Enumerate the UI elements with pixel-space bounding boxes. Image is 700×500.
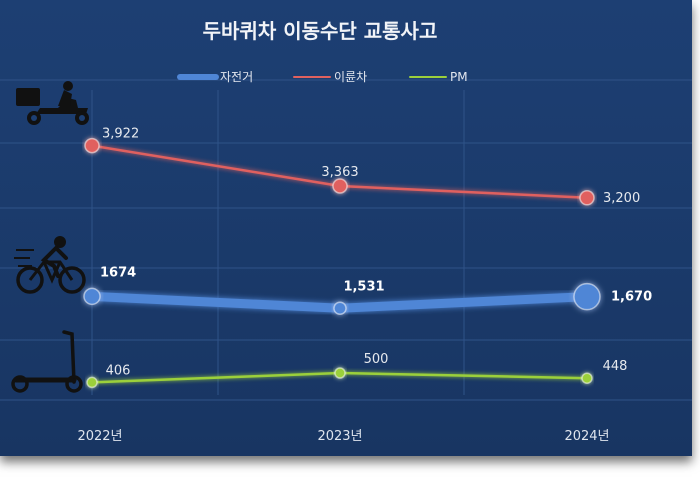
data-point bbox=[573, 282, 601, 311]
legend-label: PM bbox=[450, 70, 468, 84]
series-이륜차: 3,922 3,363 3,200 bbox=[84, 127, 640, 206]
legend-label: 자전거 bbox=[220, 70, 253, 84]
data-point bbox=[84, 137, 100, 154]
electric-scooter-icon bbox=[11, 330, 83, 393]
data-point bbox=[332, 178, 348, 194]
x-tick-label: 2024년 bbox=[564, 429, 609, 444]
legend: 자전거 이륜차 PM bbox=[177, 70, 468, 84]
legend-label: 이륜차 bbox=[334, 70, 367, 84]
data-label: 3,922 bbox=[102, 127, 139, 142]
data-point bbox=[83, 287, 101, 306]
data-point bbox=[86, 376, 98, 389]
data-label: 406 bbox=[106, 363, 131, 378]
x-axis-ticks: 2022년 2023년 2024년 bbox=[77, 429, 609, 444]
series-자전거: 1674 1,531 1,670 bbox=[83, 265, 652, 315]
data-label: 500 bbox=[364, 352, 389, 367]
data-label: 448 bbox=[603, 359, 628, 374]
series-layer: 1674 1,531 1,670 3,922 3,363 3,200 406 500 448 bbox=[83, 127, 652, 389]
data-label: 3,363 bbox=[321, 165, 358, 180]
cyclist-icon bbox=[14, 236, 86, 294]
x-tick-label: 2022년 bbox=[77, 429, 122, 444]
x-tick-label: 2023년 bbox=[317, 429, 362, 444]
data-point bbox=[333, 301, 347, 315]
data-label: 1674 bbox=[100, 265, 136, 280]
legend-item: 이륜차 bbox=[293, 70, 367, 84]
data-point bbox=[334, 367, 346, 379]
legend-item: PM bbox=[409, 70, 468, 84]
chart-title: 두바퀴차 이동수단 교통사고 bbox=[203, 19, 438, 43]
data-label: 1,531 bbox=[343, 279, 384, 294]
data-label: 3,200 bbox=[603, 191, 640, 206]
series-PM: 406 500 448 bbox=[86, 352, 628, 389]
chart-panel bbox=[0, 0, 692, 456]
data-point bbox=[579, 190, 595, 206]
delivery-motorcycle-icon bbox=[16, 81, 89, 125]
data-point bbox=[581, 372, 593, 384]
data-label: 1,670 bbox=[611, 290, 652, 305]
grid-lines bbox=[0, 79, 692, 401]
legend-item: 자전거 bbox=[177, 70, 253, 84]
